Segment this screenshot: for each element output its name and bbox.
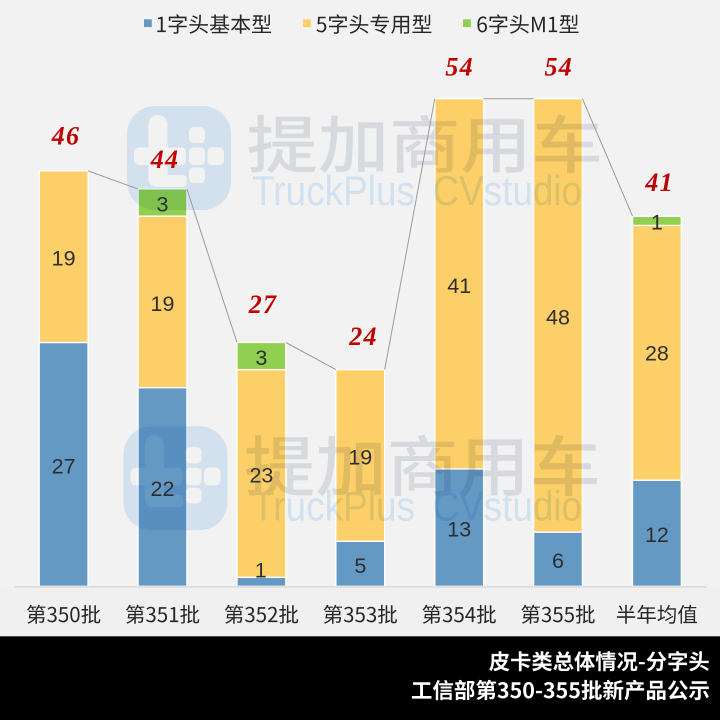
svg-text:3: 3 [157, 193, 169, 217]
svg-text:13: 13 [447, 518, 471, 542]
svg-text:TruckPlus: TruckPlus [252, 167, 415, 214]
svg-text:54: 54 [545, 52, 573, 81]
svg-text:TruckPlus: TruckPlus [252, 483, 415, 530]
svg-text:48: 48 [546, 305, 570, 329]
svg-text:3: 3 [255, 346, 267, 370]
svg-text:24: 24 [348, 322, 377, 351]
svg-text:19: 19 [151, 292, 175, 316]
svg-text:28: 28 [645, 342, 669, 366]
svg-text:6: 6 [552, 549, 564, 573]
svg-text:27: 27 [248, 290, 277, 319]
svg-text:19: 19 [348, 445, 372, 469]
svg-text:1: 1 [255, 559, 267, 583]
svg-text:22: 22 [151, 477, 175, 501]
svg-text:41: 41 [447, 274, 471, 298]
svg-text:CVstudio: CVstudio [433, 167, 583, 214]
svg-text:1: 1 [651, 211, 663, 235]
svg-text:44: 44 [150, 145, 179, 174]
svg-text:19: 19 [52, 247, 76, 271]
svg-text:46: 46 [51, 122, 80, 151]
svg-text:54: 54 [445, 52, 473, 81]
svg-text:23: 23 [249, 464, 273, 488]
svg-text:41: 41 [644, 168, 673, 197]
svg-text:CVstudio: CVstudio [433, 483, 583, 530]
svg-text:27: 27 [52, 454, 76, 478]
svg-text:5: 5 [354, 554, 366, 578]
svg-text:12: 12 [645, 523, 669, 547]
